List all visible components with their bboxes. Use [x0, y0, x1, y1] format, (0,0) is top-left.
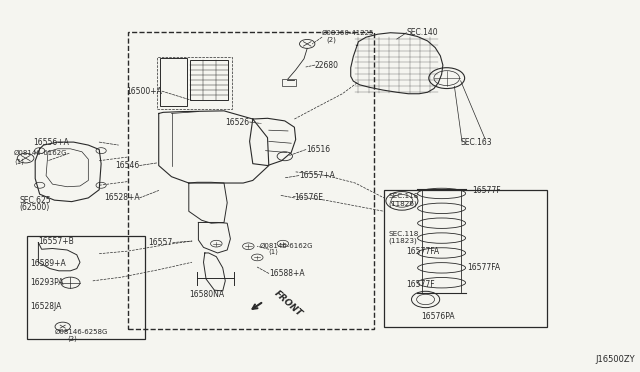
Text: (2): (2): [326, 36, 336, 43]
Text: 16588+A: 16588+A: [269, 269, 305, 278]
Text: 16526: 16526: [225, 118, 250, 126]
Text: 16528JA: 16528JA: [30, 302, 61, 311]
Text: 16528+A: 16528+A: [104, 193, 140, 202]
Bar: [282, 79, 296, 86]
Text: (11823): (11823): [388, 238, 417, 244]
Text: ⟨1⟩: ⟨1⟩: [269, 249, 279, 255]
Text: Ø08360-41225: Ø08360-41225: [322, 30, 374, 36]
Text: SEC.118: SEC.118: [388, 231, 419, 237]
Text: 16516: 16516: [306, 145, 330, 154]
Text: 16577F: 16577F: [472, 186, 501, 195]
Text: SEC.118: SEC.118: [388, 193, 419, 199]
Text: ⟨2⟩: ⟨2⟩: [67, 336, 77, 341]
Text: (11826): (11826): [388, 201, 417, 207]
Text: 16557+A: 16557+A: [299, 171, 335, 180]
Text: 16577FA: 16577FA: [467, 263, 500, 272]
Text: SEC.163: SEC.163: [461, 138, 492, 147]
Text: SEC.140: SEC.140: [406, 28, 438, 37]
Text: 16577F: 16577F: [406, 280, 435, 289]
Text: 16576E: 16576E: [294, 193, 323, 202]
Text: 16556+A: 16556+A: [33, 138, 69, 147]
Text: 16589+A: 16589+A: [30, 259, 66, 268]
Text: Ø08146-6258G: Ø08146-6258G: [54, 329, 108, 335]
Bar: [157, 57, 232, 109]
Text: J16500ZY: J16500ZY: [595, 355, 635, 364]
Text: Ø08146-6162G: Ø08146-6162G: [14, 150, 68, 156]
Text: 16500+A: 16500+A: [126, 87, 162, 96]
Text: FRONT: FRONT: [272, 288, 303, 318]
Text: 16576PA: 16576PA: [422, 312, 455, 321]
Text: 16557: 16557: [148, 238, 173, 247]
Text: 16293PA: 16293PA: [30, 278, 63, 287]
Bar: [128, 32, 374, 329]
Bar: [190, 60, 228, 100]
Text: 22680: 22680: [315, 61, 339, 70]
Text: Ø08146-6162G: Ø08146-6162G: [259, 243, 313, 248]
Bar: [160, 58, 187, 106]
Text: ⟨1⟩: ⟨1⟩: [14, 159, 24, 165]
Text: 16580NA: 16580NA: [189, 290, 224, 299]
Bar: [384, 190, 547, 327]
Text: 16546: 16546: [115, 161, 140, 170]
Text: 16557+B: 16557+B: [38, 237, 74, 246]
Bar: [27, 236, 145, 339]
Text: SEC.625: SEC.625: [19, 196, 51, 205]
Text: (62500): (62500): [19, 203, 49, 212]
Text: 16577FA: 16577FA: [406, 247, 440, 256]
